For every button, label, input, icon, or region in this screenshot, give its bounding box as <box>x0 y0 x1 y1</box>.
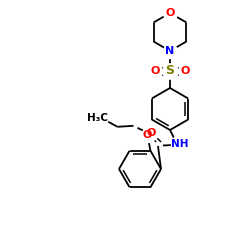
Text: S: S <box>166 64 174 78</box>
Text: O: O <box>180 66 190 76</box>
Text: O: O <box>150 66 160 76</box>
Text: N: N <box>166 46 174 56</box>
Text: O: O <box>146 128 156 138</box>
Text: H₃C: H₃C <box>87 113 108 123</box>
Text: O: O <box>143 130 152 140</box>
Text: O: O <box>165 8 175 18</box>
Text: NH: NH <box>171 139 189 149</box>
